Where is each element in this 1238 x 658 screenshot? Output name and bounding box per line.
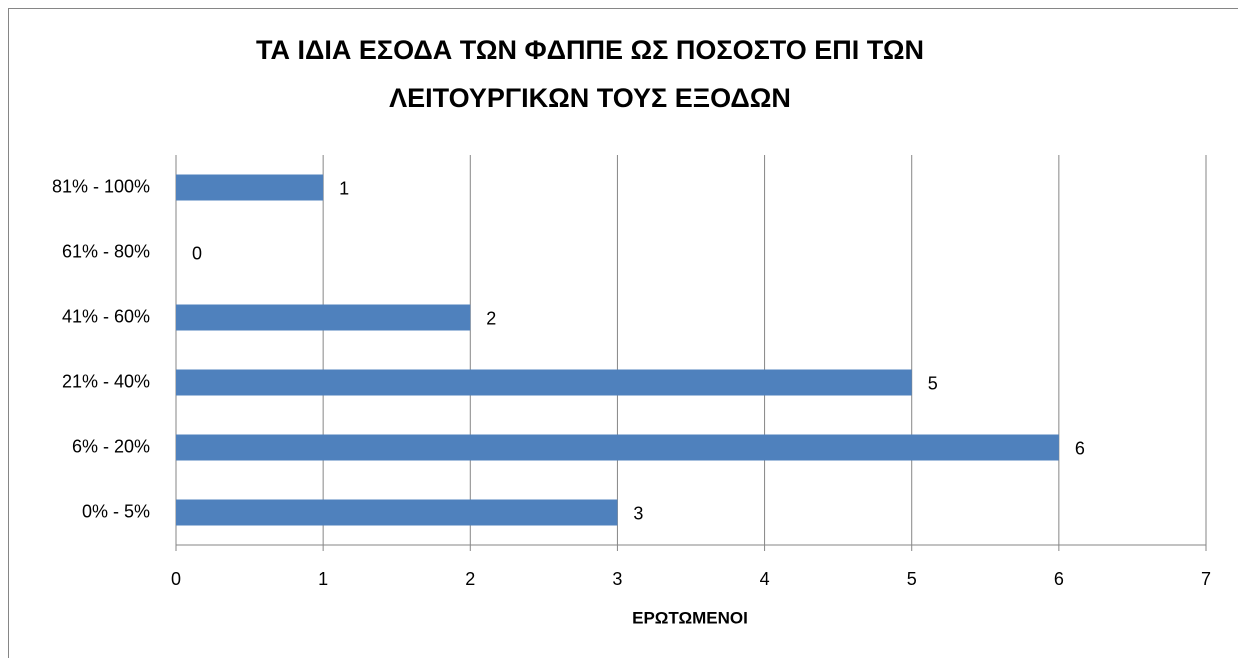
data-label: 1 <box>339 178 349 198</box>
data-label: 6 <box>1075 438 1085 458</box>
x-tick-label: 7 <box>1201 569 1211 589</box>
chart-title: ΛΕΙΤΟΥΡΓΙΚΩΝ ΤΟΥΣ ΕΞΟΔΩΝ <box>389 83 791 113</box>
bar <box>176 434 1059 461</box>
data-label: 2 <box>486 308 496 328</box>
y-tick-label: 21% - 40% <box>62 371 150 391</box>
data-label: 5 <box>928 373 938 393</box>
x-tick-label: 4 <box>760 569 770 589</box>
x-tick-label: 6 <box>1054 569 1064 589</box>
data-label: 0 <box>192 243 202 263</box>
y-tick-label: 61% - 80% <box>62 241 150 261</box>
bar <box>176 174 324 201</box>
data-label: 3 <box>633 503 643 523</box>
bar <box>176 369 912 396</box>
y-tick-label: 41% - 60% <box>62 306 150 326</box>
x-axis-title: ΕΡΩΤΩΜΕΝΟΙ <box>632 608 748 627</box>
bar <box>176 304 471 331</box>
x-tick-label: 2 <box>465 569 475 589</box>
bar <box>176 499 618 526</box>
y-tick-label: 0% - 5% <box>82 501 150 521</box>
x-tick-label: 0 <box>171 569 181 589</box>
y-tick-label: 81% - 100% <box>52 176 150 196</box>
x-tick-label: 3 <box>612 569 622 589</box>
x-tick-label: 5 <box>907 569 917 589</box>
x-tick-label: 1 <box>318 569 328 589</box>
chart-border <box>8 8 1238 658</box>
y-tick-label: 6% - 20% <box>72 436 150 456</box>
chart-title: ΤΑ ΙΔΙΑ ΕΣΟΔΑ ΤΩΝ ΦΔΠΠΕ ΩΣ ΠΟΣΟΣΤΟ ΕΠΙ Τ… <box>256 35 924 65</box>
